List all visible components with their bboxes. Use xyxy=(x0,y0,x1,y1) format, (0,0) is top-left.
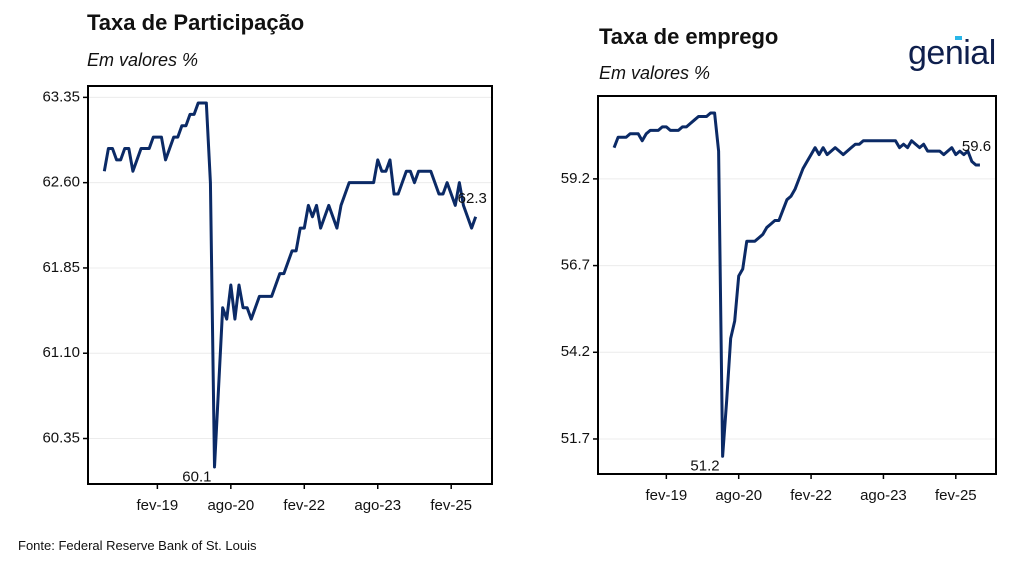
logo: genial xyxy=(908,34,996,72)
x-tick-label: ago-23 xyxy=(860,487,907,504)
chart-title: Taxa de Participação xyxy=(87,10,304,35)
y-tick-label: 54.2 xyxy=(561,343,590,360)
y-tick-label: 51.7 xyxy=(561,430,590,447)
data-line xyxy=(612,111,980,458)
chart-subtitle: Em valores % xyxy=(599,63,710,83)
source: Fonte: Federal Reserve Bank of St. Louis xyxy=(18,538,257,553)
x-tick-label: fev-19 xyxy=(137,497,179,514)
x-tick-label: fev-19 xyxy=(645,487,687,504)
plot-frame xyxy=(597,95,997,475)
y-tick-label: 61.10 xyxy=(42,344,80,361)
y-tick-label: 56.7 xyxy=(561,257,590,274)
y-tick-label: 60.35 xyxy=(42,429,80,446)
x-tick-label: fev-25 xyxy=(935,487,977,504)
y-tick-label: 59.2 xyxy=(561,170,590,187)
annotation: 62.3 xyxy=(458,190,487,207)
x-tick-label: ago-23 xyxy=(354,497,401,514)
x-tick-label: fev-25 xyxy=(430,497,472,514)
x-tick-label: fev-22 xyxy=(790,487,832,504)
plot-frame xyxy=(87,85,493,485)
x-tick-label: ago-20 xyxy=(207,497,254,514)
chart-subtitle: Em valores % xyxy=(87,50,198,70)
annotation: 60.1 xyxy=(182,468,211,485)
annotation: 59.6 xyxy=(962,138,991,155)
y-tick-label: 63.35 xyxy=(42,88,80,105)
x-tick-label: fev-22 xyxy=(283,497,325,514)
y-tick-label: 61.85 xyxy=(42,259,80,276)
logo-accent xyxy=(955,36,962,40)
chart-title: Taxa de emprego xyxy=(599,24,778,49)
x-tick-label: ago-20 xyxy=(715,487,762,504)
annotation: 51.2 xyxy=(690,458,719,475)
data-line xyxy=(102,101,478,469)
y-tick-label: 62.60 xyxy=(42,174,80,191)
